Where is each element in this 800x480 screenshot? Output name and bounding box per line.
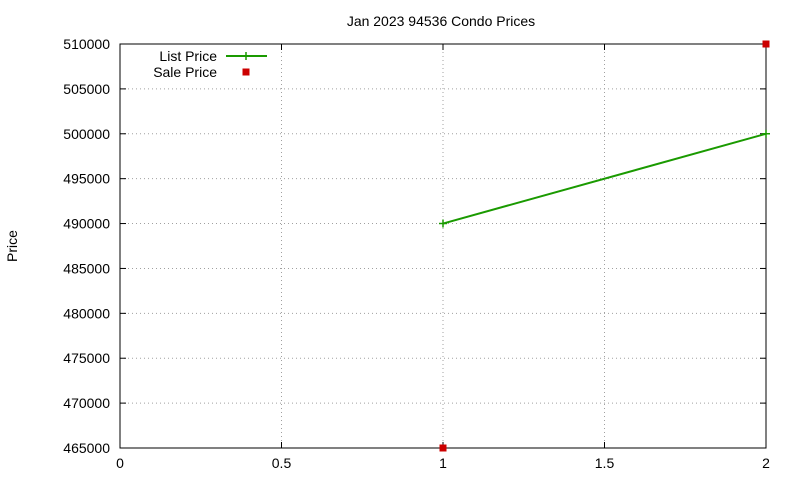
x-tick-label: 2 xyxy=(762,455,770,471)
y-tick-label: 465000 xyxy=(63,440,110,456)
sale-price-point xyxy=(762,40,770,48)
list-price-point xyxy=(439,219,447,228)
y-tick-label: 490000 xyxy=(63,216,110,232)
x-tick-label: 0.5 xyxy=(272,455,292,471)
sale-price-point xyxy=(439,444,447,452)
series-list-price xyxy=(439,129,770,228)
axis-ticks: 0 0.5 1 1.5 2 465000 470000 475000 480000 485000 4… xyxy=(63,36,770,471)
y-tick-label: 470000 xyxy=(63,395,110,411)
x-tick-label: 1.5 xyxy=(595,455,615,471)
list-price-line xyxy=(442,132,767,225)
x-tick-label: 1 xyxy=(439,455,447,471)
y-tick-label: 510000 xyxy=(63,36,110,52)
y-tick-label: 475000 xyxy=(63,350,110,366)
grid-lines xyxy=(120,44,766,448)
legend-label: List Price xyxy=(159,48,217,64)
y-tick-label: 500000 xyxy=(63,126,110,142)
legend-label: Sale Price xyxy=(153,64,217,80)
legend-square-marker xyxy=(242,68,250,76)
series-sale-price xyxy=(439,40,770,452)
list-price-point xyxy=(762,129,770,138)
y-axis-label: Price xyxy=(4,230,20,262)
legend-plus-marker xyxy=(242,52,250,60)
y-tick-label: 495000 xyxy=(63,171,110,187)
chart-title: Jan 2023 94536 Condo Prices xyxy=(347,13,535,29)
y-tick-label: 485000 xyxy=(63,260,110,276)
y-tick-label: 480000 xyxy=(63,305,110,321)
series-layer xyxy=(439,40,770,452)
x-tick-label: 0 xyxy=(116,455,124,471)
y-tick-label: 505000 xyxy=(63,81,110,97)
